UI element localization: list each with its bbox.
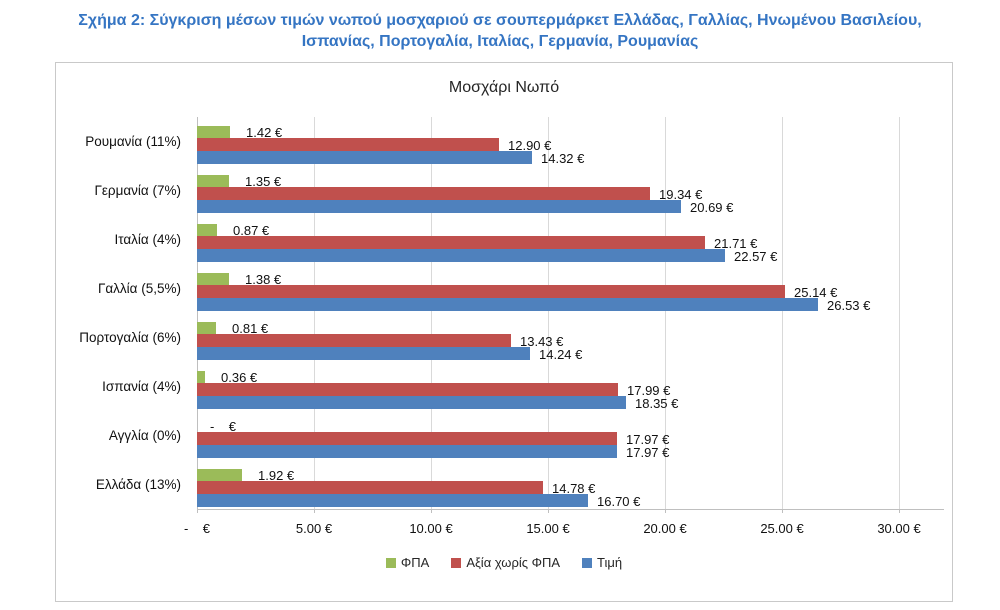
- bar-value-label: 17.97 €: [626, 431, 670, 447]
- figure-caption: Σχήμα 2: Σύγκριση μέσων τιμών νωπού μοσχ…: [78, 12, 922, 50]
- legend-item-price: Τιμή: [582, 555, 622, 570]
- bar-net: [197, 383, 618, 396]
- plot-area: 1.42 € 12.90 €14.32 € 1.35 € 19.34 €20.69 €…: [197, 117, 944, 509]
- axis-tick: [548, 509, 549, 513]
- bar-price: [197, 445, 617, 458]
- bar-value-label: 20.69 €: [690, 199, 734, 215]
- x-axis-tick-label: - €: [183, 521, 211, 536]
- bar-vat: [197, 175, 229, 187]
- legend-marker-price: [582, 557, 593, 568]
- bar-value-label: 12.90 €: [508, 137, 552, 153]
- legend-item-vat: ΦΠΑ: [385, 555, 430, 570]
- bar-value-label: 14.78 €: [552, 480, 596, 496]
- axis-tick: [665, 509, 666, 513]
- category-label: Γερμανία (7%): [94, 183, 181, 198]
- bar-vat: [197, 371, 205, 383]
- bar-price: [197, 347, 530, 360]
- category-label: Ρουμανία (11%): [85, 134, 181, 149]
- bar-vat: [197, 469, 242, 481]
- legend-label: Τιμή: [597, 555, 623, 570]
- bar-net: [197, 285, 785, 298]
- bar-value-label: - €: [210, 419, 237, 434]
- bar-price: [197, 396, 626, 409]
- bar-value-label: 14.32 €: [541, 150, 585, 166]
- bar-vat: [197, 224, 217, 236]
- x-axis-line: [197, 509, 944, 510]
- legend: ΦΠΑ Αξία χωρίς ΦΠΑ Τιμή: [56, 555, 952, 570]
- category-label: Ιταλία (4%): [114, 232, 181, 247]
- category-label: Γαλλία (5,5%): [97, 281, 181, 296]
- bar-net: [197, 187, 650, 200]
- bar-value-label: 1.92 €: [258, 468, 295, 483]
- y-axis-line: [197, 117, 198, 509]
- bar-value-label: 18.35 €: [635, 395, 679, 411]
- bar-value-label: 0.87 €: [233, 223, 270, 238]
- legend-item-net: Αξία χωρίς ΦΠΑ: [451, 555, 560, 570]
- x-axis-tick-label: 20.00 €: [643, 521, 687, 536]
- gridline: [431, 117, 432, 509]
- x-axis-tick-label: 5.00 €: [295, 521, 333, 536]
- x-axis-tick-label: 25.00 €: [760, 521, 804, 536]
- category-axis: Ρουμανία (11%) Γερμανία (7%) Ιταλία (4%) Γα…: [56, 117, 189, 509]
- legend-marker-vat: [385, 557, 396, 568]
- category-label: Αγγλία (0%): [108, 428, 181, 443]
- legend-label: Αξία χωρίς ΦΠΑ: [466, 555, 561, 570]
- category-label: Πορτογαλία (6%): [79, 330, 181, 345]
- bar-net: [197, 334, 511, 347]
- bar-value-label: 1.38 €: [245, 272, 282, 287]
- bar-price: [197, 249, 725, 262]
- chart: Μοσχάρι Νωπό Ρουμανία (11%) Γερμανία (7%)…: [55, 62, 953, 602]
- gridline: [899, 117, 900, 509]
- bar-value-label: 25.14 €: [794, 284, 838, 300]
- axis-tick: [782, 509, 783, 513]
- bar-vat: [197, 322, 216, 334]
- gridline: [314, 117, 315, 509]
- bar-value-label: 17.97 €: [626, 444, 670, 460]
- bar-price: [197, 200, 681, 213]
- bar-net: [197, 432, 617, 445]
- x-axis-tick-label: 15.00 €: [526, 521, 570, 536]
- axis-tick: [314, 509, 315, 513]
- axis-tick: [899, 509, 900, 513]
- gridline: [782, 117, 783, 509]
- bar-price: [197, 151, 532, 164]
- chart-title: Μοσχάρι Νωπό: [448, 79, 560, 96]
- bar-net: [197, 236, 705, 249]
- bar-value-label: 17.99 €: [627, 382, 671, 398]
- axis-tick: [431, 509, 432, 513]
- bar-vat: [197, 273, 229, 285]
- bar-value-label: 26.53 €: [827, 297, 871, 313]
- bar-value-label: 0.36 €: [221, 370, 258, 385]
- x-axis-tick-label: 30.00 €: [877, 521, 921, 536]
- legend-marker-net: [451, 557, 462, 568]
- gridline: [665, 117, 666, 509]
- bar-vat: [197, 126, 230, 138]
- bar-value-label: 21.71 €: [714, 235, 758, 251]
- bar-value-label: 1.35 €: [245, 174, 282, 189]
- bar-value-label: 0.81 €: [232, 321, 269, 336]
- bar-price: [197, 298, 818, 311]
- gridline: [548, 117, 549, 509]
- category-label: Ισπανία (4%): [102, 379, 181, 394]
- bar-value-label: 16.70 €: [597, 493, 641, 509]
- legend-label: ΦΠΑ: [400, 555, 430, 570]
- category-label: Ελλάδα (13%): [95, 477, 181, 492]
- axis-tick: [197, 509, 198, 513]
- bar-value-label: 19.34 €: [659, 186, 703, 202]
- bar-net: [197, 138, 499, 151]
- bar-value-label: 1.42 €: [246, 125, 283, 140]
- bar-value-label: 13.43 €: [520, 333, 564, 349]
- bar-value-label: 22.57 €: [734, 248, 778, 264]
- x-axis-tick-label: 10.00 €: [409, 521, 453, 536]
- bar-value-label: 14.24 €: [539, 346, 583, 362]
- bar-price: [197, 494, 588, 507]
- bar-net: [197, 481, 543, 494]
